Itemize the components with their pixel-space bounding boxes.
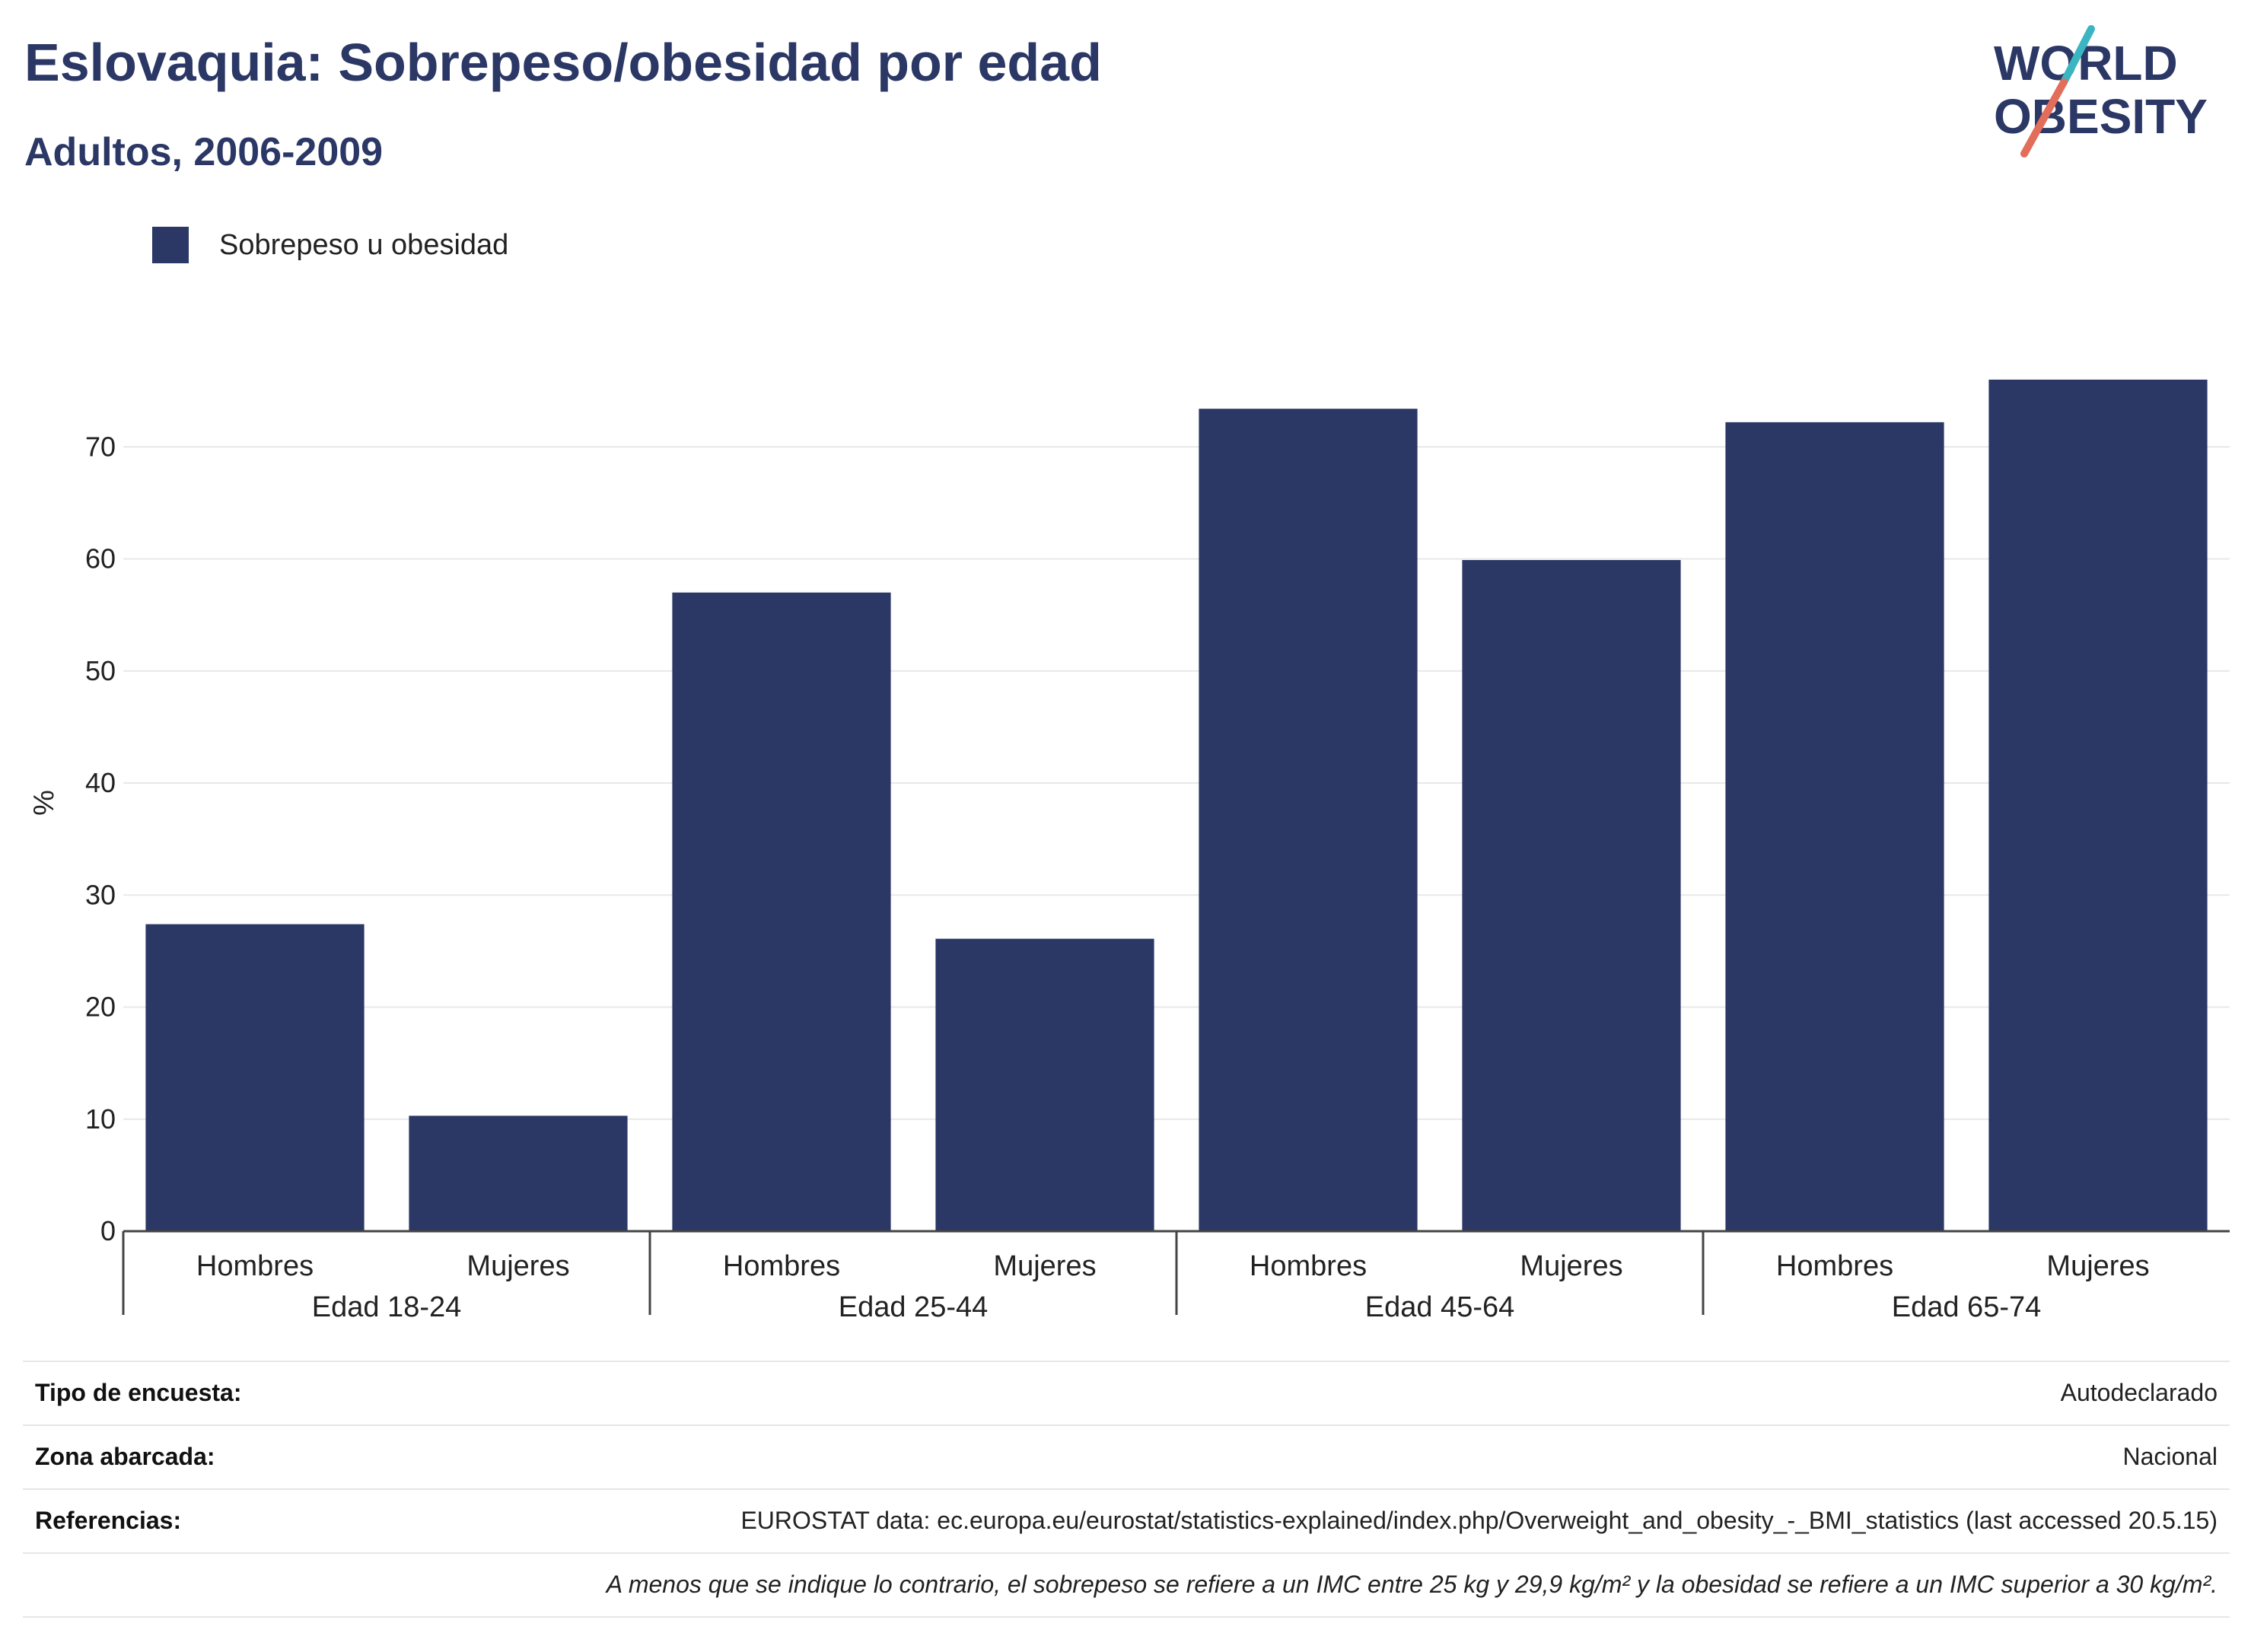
info-table: Tipo de encuesta: Autodeclarado Zona aba… bbox=[23, 1361, 2230, 1618]
info-value: EUROSTAT data: ec.europa.eu/eurostat/sta… bbox=[740, 1507, 2218, 1534]
x-category-label: Mujeres bbox=[2046, 1250, 2149, 1282]
info-label: Zona abarcada: bbox=[35, 1443, 215, 1470]
info-value: Nacional bbox=[2122, 1443, 2218, 1470]
info-row-references: Referencias: EUROSTAT data: ec.europa.eu… bbox=[23, 1488, 2230, 1552]
bar bbox=[1462, 559, 1681, 1231]
y-axis-title: % bbox=[28, 790, 60, 816]
bar bbox=[1199, 409, 1418, 1231]
bar-chart: 0 10 20 30 40 50 60 70% Hombres Mujeres Hombres Muj… bbox=[28, 379, 2230, 1323]
y-tick-label: 60 bbox=[85, 543, 116, 575]
bar bbox=[145, 924, 365, 1231]
info-row-survey-type: Tipo de encuesta: Autodeclarado bbox=[23, 1361, 2230, 1424]
y-tick-label: 70 bbox=[85, 431, 116, 462]
y-tick-label: 50 bbox=[85, 655, 116, 686]
info-row-area: Zona abarcada: Nacional bbox=[23, 1424, 2230, 1488]
chart-subtitle: Adultos, 2006-2009 bbox=[24, 130, 384, 174]
bar bbox=[672, 592, 891, 1231]
definition-note: A menos que se indique lo contrario, el … bbox=[606, 1571, 2218, 1598]
info-row-note: A menos que se indique lo contrario, el … bbox=[23, 1552, 2230, 1618]
world-obesity-logo: WORLD OBESITY bbox=[1994, 25, 2208, 158]
x-group-label: Edad 18-24 bbox=[312, 1291, 462, 1323]
x-category-label: Mujeres bbox=[1520, 1250, 1622, 1282]
chart-legend: Sobrepeso u obesidad bbox=[152, 227, 508, 263]
x-group-label: Edad 25-44 bbox=[839, 1291, 989, 1323]
y-tick-label: 30 bbox=[85, 879, 116, 910]
y-tick-label: 10 bbox=[85, 1103, 116, 1135]
info-label: Referencias: bbox=[35, 1507, 182, 1534]
bar bbox=[935, 938, 1154, 1231]
legend-label: Sobrepeso u obesidad bbox=[219, 228, 509, 261]
x-group-label: Edad 45-64 bbox=[1365, 1291, 1515, 1323]
y-tick-label: 40 bbox=[85, 767, 116, 798]
info-label: Tipo de encuesta: bbox=[35, 1379, 242, 1406]
legend-swatch bbox=[152, 227, 189, 263]
x-category-label: Hombres bbox=[196, 1250, 314, 1282]
x-category-label: Mujeres bbox=[993, 1250, 1096, 1282]
chart-title: Eslovaquia: Sobrepeso/obesidad por edad bbox=[24, 33, 1102, 92]
x-category-label: Hombres bbox=[1250, 1250, 1367, 1282]
bar bbox=[1725, 422, 1944, 1231]
svg-text:OBESITY: OBESITY bbox=[1994, 89, 2208, 144]
x-group-label: Edad 65-74 bbox=[1892, 1291, 2042, 1323]
x-category-label: Hombres bbox=[723, 1250, 840, 1282]
info-value: Autodeclarado bbox=[2060, 1379, 2218, 1406]
x-category-label: Mujeres bbox=[466, 1250, 569, 1282]
bar bbox=[1988, 379, 2208, 1231]
y-tick-label: 20 bbox=[85, 992, 116, 1023]
x-category-label: Hombres bbox=[1776, 1250, 1893, 1282]
bar bbox=[409, 1116, 628, 1231]
y-tick-label: 0 bbox=[100, 1215, 116, 1246]
